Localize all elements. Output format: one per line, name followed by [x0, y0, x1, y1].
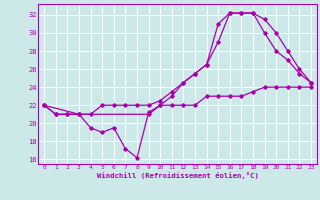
- X-axis label: Windchill (Refroidissement éolien,°C): Windchill (Refroidissement éolien,°C): [97, 172, 259, 179]
